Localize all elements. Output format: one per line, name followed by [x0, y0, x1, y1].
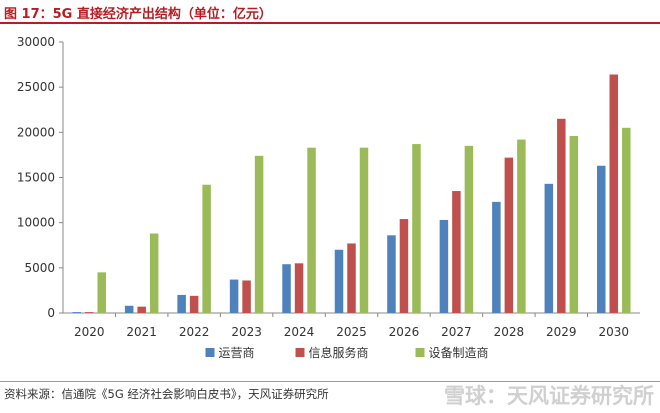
- bar-operator-2027: [439, 219, 449, 313]
- bar-equipment-2030: [622, 127, 631, 313]
- bar-info-service-2030: [609, 74, 619, 314]
- x-tick-label: 2030: [598, 325, 629, 339]
- bar-info-service-2021: [137, 306, 146, 313]
- bar-operator-2021: [124, 305, 134, 313]
- bar-operator-2030: [597, 165, 606, 313]
- y-tick-label: 25000: [17, 80, 55, 94]
- bar-info-service-2020: [84, 312, 94, 313]
- x-tick-label: 2026: [389, 325, 420, 339]
- x-tick-label: 2029: [546, 325, 577, 339]
- x-tick-label: 2027: [441, 325, 472, 339]
- x-tick-label: 2020: [74, 325, 105, 339]
- figure-title-bar: 图 17：5G 直接经济产出结构（单位：亿元）: [0, 0, 660, 24]
- legend-label: 信息服务商: [309, 345, 369, 360]
- y-tick-label: 0: [47, 306, 55, 320]
- y-axis: 0 5000 10000 15000 20000 25000 30000: [17, 35, 64, 320]
- legend-swatch: [295, 348, 305, 357]
- bar-equipment-2020: [97, 272, 106, 313]
- y-tick-label: 20000: [17, 125, 55, 139]
- legend-swatch: [415, 348, 425, 357]
- bar-operator-2028: [492, 201, 501, 313]
- x-tick-label: 2024: [284, 325, 315, 339]
- bar-equipment-2026: [412, 144, 421, 313]
- bar-operator-2022: [177, 294, 186, 313]
- y-tick-label: 15000: [17, 171, 55, 185]
- x-axis: 2020 2021 2022 2023 2024 2025 2026 2027 2028 2029…: [63, 312, 640, 339]
- x-tick-label: 2021: [126, 325, 157, 339]
- bar-equipment-2023: [254, 155, 264, 313]
- bars: [72, 74, 631, 314]
- x-tick-label: 2025: [336, 325, 367, 339]
- y-tick-label: 30000: [17, 35, 55, 49]
- x-tick-label: 2023: [231, 325, 262, 339]
- bar-info-service-2022: [189, 295, 199, 313]
- watermark: 雪球：天风证券研究所: [444, 384, 654, 408]
- bar-info-service-2029: [557, 118, 566, 314]
- bar-info-service-2028: [504, 157, 514, 313]
- bar-operator-2020: [72, 312, 81, 313]
- bar-equipment-2022: [202, 184, 211, 313]
- bar-info-service-2027: [452, 191, 461, 313]
- bar-info-service-2025: [347, 243, 356, 313]
- bar-operator-2026: [387, 235, 396, 313]
- legend-swatch: [205, 348, 215, 357]
- bar-info-service-2024: [294, 263, 304, 313]
- bar-equipment-2028: [517, 139, 526, 313]
- legend-label: 运营商: [219, 345, 255, 360]
- bar-equipment-2029: [569, 135, 579, 313]
- y-tick-label: 5000: [24, 261, 55, 275]
- figure-title: 图 17：5G 直接经济产出结构（单位：亿元）: [4, 7, 272, 22]
- bar-operator-2029: [544, 183, 554, 313]
- footer-divider: [0, 381, 660, 382]
- bar-info-service-2023: [242, 280, 251, 313]
- bar-operator-2024: [282, 264, 291, 313]
- bar-equipment-2025: [359, 147, 369, 313]
- legend: 运营商 信息服务商 设备制造商: [205, 345, 489, 360]
- bar-operator-2023: [229, 279, 239, 313]
- y-tick-label: 10000: [17, 216, 55, 230]
- bar-operator-2025: [334, 249, 344, 313]
- bar-equipment-2027: [464, 145, 474, 313]
- bar-info-service-2026: [399, 219, 409, 313]
- x-tick-label: 2028: [494, 325, 525, 339]
- source-note: 资料来源：信通院《5G 经济社会影响白皮书》，天风证券研究所: [4, 387, 329, 401]
- x-tick-label: 2022: [179, 325, 210, 339]
- bar-equipment-2021: [149, 233, 159, 313]
- legend-label: 设备制造商: [429, 345, 489, 360]
- bar-equipment-2024: [307, 147, 316, 313]
